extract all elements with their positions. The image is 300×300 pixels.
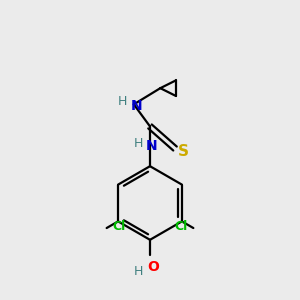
Text: N: N <box>146 139 157 153</box>
Text: S: S <box>178 144 189 159</box>
Text: Cl: Cl <box>174 220 188 233</box>
Text: H: H <box>134 137 143 150</box>
Text: H: H <box>118 95 127 108</box>
Text: H: H <box>134 265 143 278</box>
Text: N: N <box>130 99 142 113</box>
Text: O: O <box>147 260 159 274</box>
Text: Cl: Cl <box>112 220 126 233</box>
